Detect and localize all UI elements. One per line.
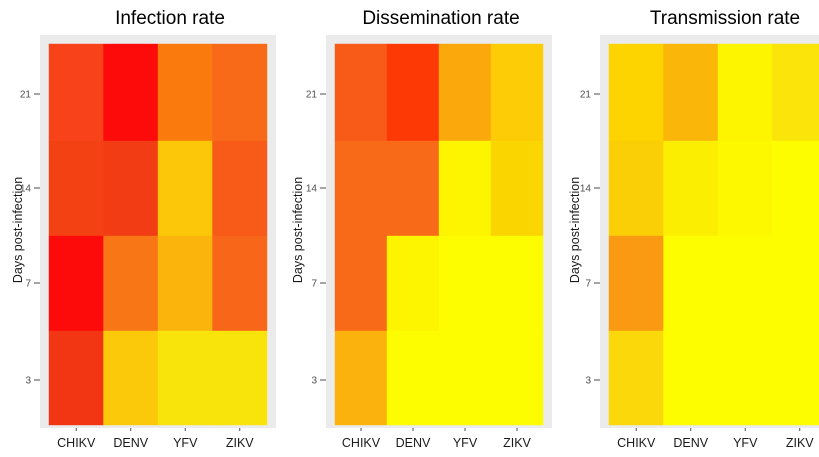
y-tick-label-3: 3 [25, 376, 31, 387]
heatmap-cell-7-denv [103, 235, 159, 332]
heatmap-cell-14-denv [386, 140, 440, 237]
heatmap-panel-1: Infection rate Days post-infection 21 14 7 3 C… [11, 8, 276, 450]
heatmap-cell-3-yfv [717, 330, 773, 426]
heatmap-cell-14-chikv [334, 140, 388, 237]
x-tick-label-zikv: ZIKV [503, 436, 531, 450]
heatmap-cell-7-zikv [212, 235, 268, 332]
heatmap-cell-14-chikv [608, 140, 664, 237]
heatmap-cell-7-zikv [772, 235, 819, 332]
y-tick-label-3: 3 [585, 376, 591, 387]
heatmap-cell-7-chikv [608, 235, 664, 332]
heatmap-cell-21-yfv [717, 43, 773, 142]
y-tick-label-14: 14 [580, 184, 592, 195]
heatmap-cell-21-zikv [490, 43, 544, 142]
heatmap-cell-14-yfv [717, 140, 773, 237]
heatmap-cell-21-denv [103, 43, 159, 142]
y-tick-label-21: 21 [306, 90, 318, 101]
heatmap-cell-21-yfv [157, 43, 213, 142]
y-tick-label-14: 14 [306, 184, 318, 195]
heatmap-cell-21-denv [386, 43, 440, 142]
x-tick-label-zikv: ZIKV [226, 436, 254, 450]
heatmap-cell-7-chikv [334, 235, 388, 332]
heatmap-cell-3-zikv [490, 330, 544, 426]
x-tick-label-denv: DENV [396, 436, 431, 450]
heatmap-cell-14-zikv [772, 140, 819, 237]
y-axis-label: Days post-infection [11, 177, 25, 283]
heatmap-cell-3-yfv [157, 330, 213, 426]
heatmap-cell-7-zikv [490, 235, 544, 332]
heatmap-cell-7-yfv [717, 235, 773, 332]
y-tick-label-21: 21 [20, 90, 32, 101]
heatmap-cell-7-denv [386, 235, 440, 332]
chart-title: Transmission rate [650, 8, 800, 29]
heatmap-cell-21-chikv [48, 43, 104, 142]
heatmap-cell-3-chikv [48, 330, 104, 426]
heatmap-cell-3-chikv [334, 330, 388, 426]
heatmap-cell-3-zikv [212, 330, 268, 426]
heatmap-cell-21-chikv [608, 43, 664, 142]
heatmap-cell-14-zikv [212, 140, 268, 237]
heatmap-cell-21-chikv [334, 43, 388, 142]
chart-title: Infection rate [115, 8, 225, 29]
heatmap-cell-3-denv [386, 330, 440, 426]
heatmap-cell-3-denv [103, 330, 159, 426]
x-tick-label-yfv: YFV [173, 436, 198, 450]
y-tick-label-7: 7 [585, 279, 591, 290]
heatmap-cell-7-yfv [438, 235, 492, 332]
y-tick-label-14: 14 [20, 184, 32, 195]
x-tick-label-yfv: YFV [733, 436, 758, 450]
heatmap-cell-14-chikv [48, 140, 104, 237]
y-tick-label-7: 7 [25, 279, 31, 290]
x-tick-label-chikv: CHIKV [57, 436, 96, 450]
heatmap-cell-7-chikv [48, 235, 104, 332]
x-tick-label-yfv: YFV [453, 436, 478, 450]
heatmap-cell-7-denv [663, 235, 719, 332]
x-tick-label-denv: DENV [673, 436, 708, 450]
heatmap-panel-3: Transmission rate Days post-infection 21 14… [568, 8, 819, 450]
heatmap-cell-3-denv [663, 330, 719, 426]
x-tick-label-denv: DENV [113, 436, 148, 450]
heatmap-cell-14-yfv [438, 140, 492, 237]
heatmap-cell-14-denv [663, 140, 719, 237]
x-tick-label-chikv: CHIKV [617, 436, 656, 450]
heatmap-cell-3-yfv [438, 330, 492, 426]
heatmap-cell-21-zikv [212, 43, 268, 142]
y-tick-label-7: 7 [311, 279, 317, 290]
x-tick-label-chikv: CHIKV [342, 436, 381, 450]
heatmap-cell-21-yfv [438, 43, 492, 142]
heatmap-cell-14-denv [103, 140, 159, 237]
y-tick-label-21: 21 [580, 90, 592, 101]
heatmap-cell-21-denv [663, 43, 719, 142]
y-tick-label-3: 3 [311, 376, 317, 387]
heatmap-cell-21-zikv [772, 43, 819, 142]
heatmap-cell-14-yfv [157, 140, 213, 237]
heatmap-cell-3-chikv [608, 330, 664, 426]
y-axis-label: Days post-infection [568, 177, 582, 283]
x-tick-label-zikv: ZIKV [786, 436, 814, 450]
heatmap-cell-14-zikv [490, 140, 544, 237]
heatmap-panel-2: Dissemination rate Days post-infection 21 1… [291, 8, 552, 450]
y-axis-label: Days post-infection [291, 177, 305, 283]
chart-title: Dissemination rate [362, 8, 519, 29]
heatmap-cell-3-zikv [772, 330, 819, 426]
heatmap-cell-7-yfv [157, 235, 213, 332]
